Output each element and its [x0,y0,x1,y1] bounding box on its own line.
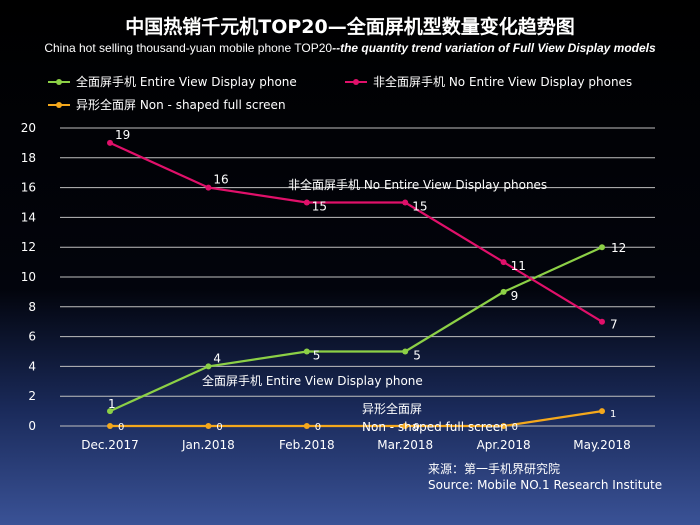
y-tick-label: 12 [21,240,36,254]
series-line [109,141,603,323]
data-label: 0 [118,422,124,433]
data-point [500,423,507,429]
data-point [303,423,310,429]
legend-swatch-non-full-view [345,77,367,87]
y-tick-label: 10 [21,270,36,284]
data-point [402,199,409,206]
annotation-non-full-view: 非全面屏手机 No Entire View Display phones [288,177,547,192]
source-line-cn: 来源：第一手机界研究院 [428,462,561,476]
data-point [402,423,409,429]
legend-label-shaped: 异形全面屏 Non - shaped full screen [76,98,286,112]
data-point [303,348,310,355]
y-tick-label: 18 [21,151,36,165]
data-point [303,199,310,206]
data-label: 4 [213,351,221,365]
data-label: 16 [213,173,228,187]
legend-label-non-full-view: 非全面屏手机 No Entire View Display phones [373,75,633,89]
x-tick-label: Apr.2018 [477,438,531,452]
data-label: 0 [413,422,419,433]
y-tick-label: 0 [28,419,36,433]
source-note: 来源：第一手机界研究院 Source: Mobile NO.1 Research… [428,461,662,493]
data-label: 11 [511,259,526,273]
x-tick-label: Jan.2018 [181,438,235,452]
legend-swatch-shaped [48,100,70,110]
subtitle-bold: --the quantity trend variation of Full V… [332,41,656,55]
source-line-en: Source: Mobile NO.1 Research Institute [428,478,663,492]
legend-swatch-full-view [48,77,70,87]
annotation-full-view: 全面屏手机 Entire View Display phone [202,373,423,388]
annotation-shaped-cn: 异形全面屏 [362,401,422,416]
x-tick-label: Mar.2018 [377,438,433,452]
data-label: 0 [315,422,321,433]
data-point [599,318,605,325]
data-point [599,408,605,415]
series-line [109,246,603,413]
data-label: 19 [115,128,130,142]
data-label: 5 [313,349,321,363]
data-label: 1 [108,397,116,411]
data-label: 9 [511,289,519,303]
data-point [205,363,212,370]
data-label: 5 [413,349,421,363]
data-point [205,184,212,191]
y-tick-label: 8 [28,300,36,314]
y-tick-label: 6 [28,330,36,344]
y-tick-label: 20 [21,121,36,135]
x-tick-label: Dec.2017 [81,438,139,452]
y-tick-label: 14 [21,210,36,224]
data-label: 15 [312,200,327,214]
legend-entry-shaped: 异形全面屏 Non - shaped full screen [48,96,286,113]
data-label: 1 [610,409,616,420]
data-point [500,259,507,266]
data-point [402,348,409,355]
chart-title: 中国热销千元机TOP20—全面屏机型数量变化趋势图 [125,16,575,38]
x-tick-label: May.2018 [573,438,630,452]
data-point [205,423,212,429]
legend-entry-full-view: 全面屏手机 Entire View Display phone [48,73,297,90]
data-label: 0 [512,422,518,433]
annotation-shaped-en: Non - shaped full screen [362,420,508,434]
legend-label-full-view: 全面屏手机 Entire View Display phone [76,75,297,89]
y-tick-label: 2 [28,389,36,403]
series-line [110,410,603,428]
x-tick-label: Feb.2018 [279,438,335,452]
data-point [107,408,113,415]
data-point [107,139,113,146]
data-point [500,288,507,295]
data-point [599,244,605,251]
data-label: 12 [611,241,626,255]
chart-subtitle: China hot selling thousand-yuan mobile p… [0,41,700,55]
data-point [107,423,113,429]
y-tick-label: 16 [21,181,36,195]
data-label: 15 [412,200,427,214]
subtitle-prefix: China hot selling thousand-yuan mobile p… [44,41,333,55]
y-tick-label: 4 [28,359,36,373]
data-label: 0 [216,422,222,433]
legend-entry-non-full-view: 非全面屏手机 No Entire View Display phones [345,73,632,90]
data-label: 7 [610,318,618,332]
